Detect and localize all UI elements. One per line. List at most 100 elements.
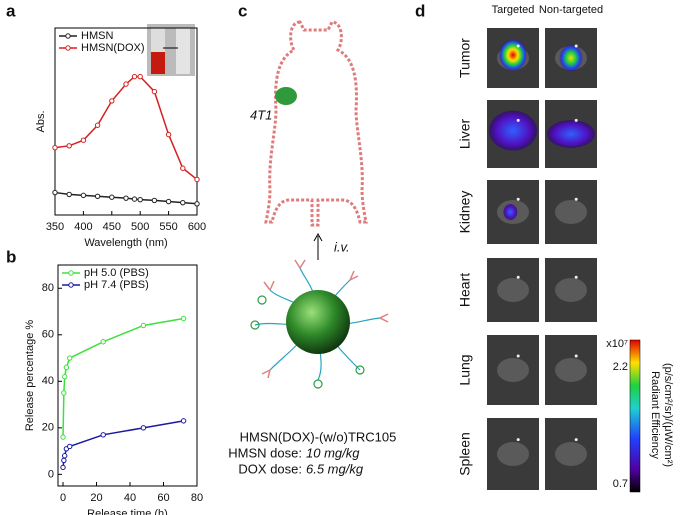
vial: [176, 28, 190, 74]
data-point: [109, 194, 115, 200]
pegs: [250, 295, 365, 389]
speck: [574, 354, 578, 358]
speck: [574, 197, 578, 201]
data-point: [194, 201, 200, 207]
legend-marker: [65, 33, 71, 39]
signal: [547, 120, 595, 148]
data-point: [165, 198, 172, 205]
data-point: [123, 195, 129, 201]
dose-value: 6.5 mg/kg: [306, 461, 364, 476]
row-label: Liver: [457, 118, 473, 149]
organ: [497, 358, 529, 382]
speck: [516, 354, 520, 358]
data-point: [94, 193, 101, 200]
data-point: [61, 373, 68, 380]
panel-label: d: [415, 1, 425, 20]
y-tick-label: 20: [42, 422, 54, 434]
legend-label: pH 5.0 (PBS): [84, 267, 149, 279]
data-point: [180, 418, 187, 424]
data-point: [151, 88, 158, 95]
vial-inset: [147, 24, 195, 76]
y-tick-label: 0: [48, 468, 54, 480]
x-tick-label: 400: [74, 221, 92, 233]
organ: [555, 442, 587, 466]
data-point: [140, 425, 147, 431]
data-point: [63, 364, 70, 371]
x-tick-label: 450: [103, 221, 121, 233]
data-point: [100, 339, 106, 345]
data-point: [180, 165, 186, 171]
dose-label: DOX dose:: [238, 461, 302, 476]
colorbar-max: 2.2: [613, 361, 628, 373]
x-tick-label: 500: [131, 221, 149, 233]
colorbar-units: (p/s/cm²/sr)/(μW/cm²): [662, 363, 674, 467]
legend-marker: [68, 282, 74, 288]
signal: [503, 204, 518, 220]
speck: [574, 438, 578, 442]
route-label: i.v.: [334, 239, 350, 254]
tumor-marker: [275, 87, 297, 105]
organ: [555, 278, 587, 302]
dose-label: HMSN dose:: [228, 445, 302, 460]
colorbar: [629, 339, 641, 493]
data-point: [137, 196, 143, 203]
signal: [489, 110, 537, 151]
speck: [516, 44, 520, 48]
y-tick-label: 60: [42, 329, 54, 341]
arrow-head: [313, 232, 323, 242]
speck: [516, 197, 520, 201]
x-tick-label: 550: [159, 221, 177, 233]
data-point: [100, 432, 106, 438]
speck: [574, 44, 578, 48]
y-axis-label: Release percentage %: [24, 320, 36, 432]
data-point: [94, 122, 101, 128]
x-tick-label: 600: [188, 221, 206, 233]
organ: [497, 442, 529, 466]
x-tick-label: 0: [60, 492, 66, 504]
data-point: [60, 434, 66, 440]
signal: [499, 39, 527, 71]
data-point: [194, 176, 200, 183]
data-point: [131, 73, 138, 80]
colorbar-min: 0.7: [613, 478, 628, 490]
row-label: Spleen: [457, 432, 473, 476]
data-point: [151, 197, 158, 204]
data-point: [123, 81, 129, 87]
y-axis-label: Abs.: [35, 110, 47, 132]
row-label: Tumor: [457, 38, 473, 78]
antibodies: [261, 259, 389, 379]
row-label: Kidney: [457, 191, 473, 234]
data-point: [140, 322, 147, 329]
data-point: [180, 315, 187, 322]
data-point: [67, 355, 73, 361]
series-line: [54, 75, 198, 181]
mouse-outline: [264, 20, 368, 227]
data-point: [109, 98, 115, 104]
data-point: [137, 73, 143, 80]
series-line: [62, 420, 184, 468]
colorbar-scale: x10⁷: [606, 338, 628, 350]
data-point: [67, 443, 73, 450]
x-tick-label: 60: [157, 492, 169, 504]
speck: [516, 438, 520, 442]
data-point: [66, 191, 72, 198]
x-tick-label: 40: [124, 492, 136, 504]
data-point: [80, 192, 87, 199]
organ: [497, 278, 529, 302]
speck: [574, 118, 578, 122]
dose-value: 10 mg/kg: [306, 445, 360, 460]
data-point: [131, 196, 138, 202]
x-tick-label: 20: [90, 492, 102, 504]
series-line: [62, 317, 184, 438]
data-point: [60, 464, 66, 471]
speck: [516, 118, 520, 122]
data-point: [52, 144, 58, 151]
formulation: HMSN(DOX)-(w/o)TRC105: [240, 429, 397, 444]
data-point: [66, 143, 72, 149]
x-axis-label: Release time (h): [87, 508, 168, 515]
column-header: Targeted: [492, 4, 535, 16]
tumor-label: 4T1: [250, 107, 272, 122]
legend-label: pH 7.4 (PBS): [84, 279, 149, 291]
signal: [559, 44, 583, 72]
